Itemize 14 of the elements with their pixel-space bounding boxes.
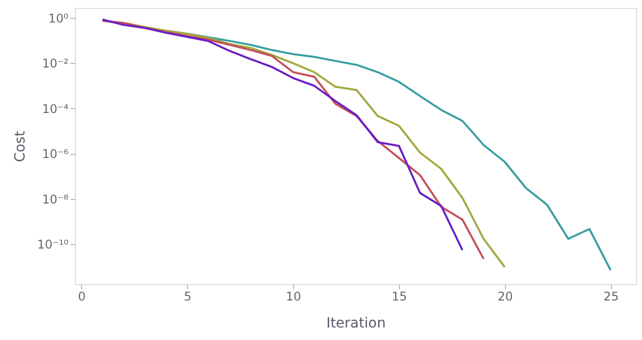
- x-tick-label: 25: [603, 290, 619, 304]
- x-axis-title: Iteration: [326, 316, 386, 332]
- y-tick-label: 10⁻⁶: [42, 147, 69, 162]
- y-axis-title: Cost: [12, 130, 28, 162]
- x-tick-label: 5: [184, 290, 192, 304]
- y-tick-label: 10⁻¹⁰: [37, 237, 69, 252]
- y-tick-label: 10⁻²: [42, 56, 69, 71]
- x-tick-label: 15: [392, 290, 408, 304]
- y-tick-label: 10⁻⁸: [42, 192, 69, 206]
- y-tick-label: 10⁰: [48, 11, 69, 26]
- x-tick-label: 10: [286, 290, 302, 304]
- x-tick-label: 0: [78, 290, 86, 304]
- x-tick-label: 20: [498, 290, 513, 304]
- y-tick-label: 10⁻⁴: [42, 102, 69, 116]
